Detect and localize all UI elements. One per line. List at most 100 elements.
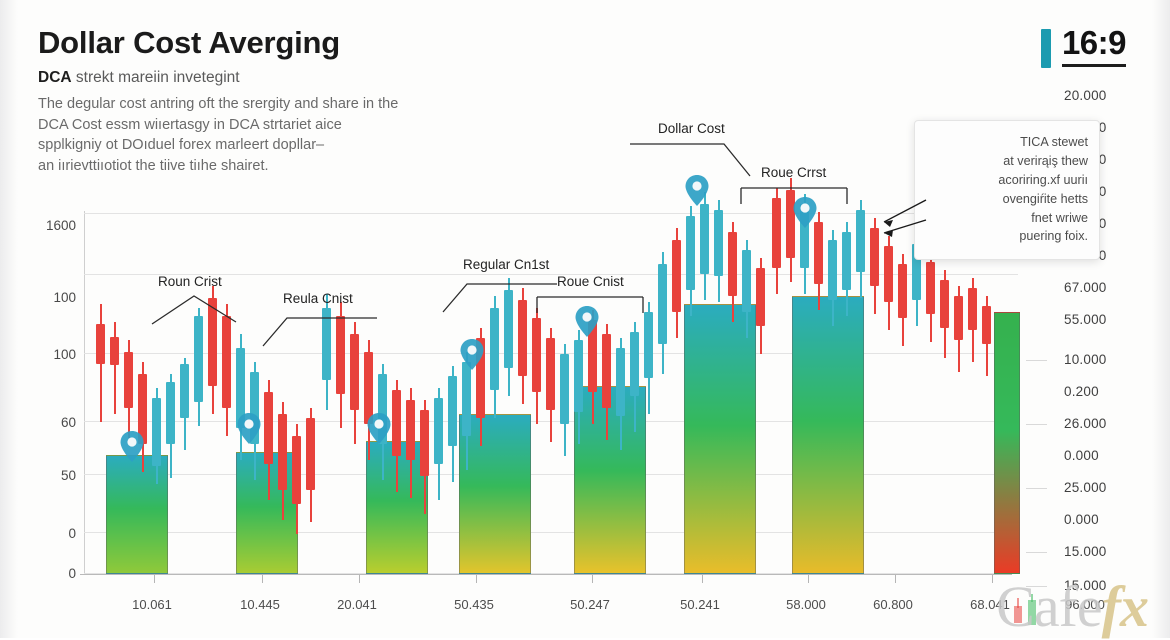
x-axis-label: 20.041 <box>337 597 377 612</box>
map-pin-icon[interactable] <box>684 174 710 207</box>
candle-body[interactable] <box>250 372 259 444</box>
plot-area <box>80 175 1020 575</box>
candle-body[interactable] <box>406 400 415 460</box>
candle-body[interactable] <box>110 337 119 365</box>
annotation-leader-line <box>151 295 237 325</box>
y-axis-right-label: 0.000 <box>1064 448 1099 463</box>
candle-body[interactable] <box>926 262 935 314</box>
annotation-label: Roun Crist <box>158 274 222 289</box>
aspect-ratio-badge: 16:9 <box>1040 26 1127 68</box>
candle-body[interactable] <box>490 308 499 390</box>
bar[interactable] <box>236 452 298 574</box>
map-pin-icon[interactable] <box>792 196 818 229</box>
watermark-text-italic: fx <box>1101 574 1149 639</box>
annotation-leader-line <box>630 143 751 177</box>
candle-body[interactable] <box>954 296 963 340</box>
candle-body[interactable] <box>982 306 991 344</box>
bar[interactable] <box>106 455 168 574</box>
candle-body[interactable] <box>602 334 611 408</box>
candle-body[interactable] <box>392 390 401 456</box>
candle-body[interactable] <box>208 298 217 386</box>
candle-body[interactable] <box>814 222 823 284</box>
bar[interactable] <box>459 414 531 574</box>
candle-body[interactable] <box>124 352 133 408</box>
candle-body[interactable] <box>138 374 147 444</box>
candle-body[interactable] <box>686 216 695 290</box>
y-axis-left-label: 50 <box>60 468 76 483</box>
candle-body[interactable] <box>714 210 723 276</box>
candle-body[interactable] <box>278 414 287 490</box>
candle-body[interactable] <box>222 316 231 408</box>
y-axis-right-tick <box>1026 424 1047 425</box>
candle-body[interactable] <box>588 320 597 392</box>
y-axis-left-label: 60 <box>60 415 76 430</box>
candle-body[interactable] <box>420 410 429 476</box>
candle-body[interactable] <box>96 324 105 364</box>
x-axis-line <box>80 574 1012 575</box>
candle-body[interactable] <box>336 316 345 394</box>
candle-body[interactable] <box>306 418 315 490</box>
map-pin-icon[interactable] <box>236 412 262 445</box>
gridline <box>84 573 1018 574</box>
candle-body[interactable] <box>152 398 161 466</box>
candle-body[interactable] <box>800 204 809 268</box>
candle-body[interactable] <box>532 318 541 392</box>
candle-body[interactable] <box>828 240 837 300</box>
x-axis-label: 50.247 <box>570 597 610 612</box>
candle-body[interactable] <box>364 352 373 424</box>
map-pin-icon[interactable] <box>119 430 145 463</box>
x-axis-label: 50.435 <box>454 597 494 612</box>
y-axis-right-label: 15.000 <box>1064 544 1107 559</box>
candle-body[interactable] <box>476 338 485 418</box>
y-axis-left-label: 0 <box>68 566 76 581</box>
candle-body[interactable] <box>898 264 907 318</box>
candle-body[interactable] <box>560 354 569 424</box>
candle-body[interactable] <box>462 362 471 436</box>
candle-body[interactable] <box>756 268 765 326</box>
bar[interactable] <box>792 296 864 574</box>
candle-body[interactable] <box>180 364 189 418</box>
candle-body[interactable] <box>884 246 893 302</box>
tooltip-line-6: puering foix. <box>1019 229 1088 244</box>
bar[interactable] <box>684 304 756 574</box>
candle-body[interactable] <box>772 198 781 268</box>
candle-body[interactable] <box>786 190 795 258</box>
description-line-3: spplkigniy ot DOıduel forex marleert dop… <box>38 137 325 154</box>
map-pin-icon[interactable] <box>574 305 600 338</box>
candle-body[interactable] <box>518 300 527 376</box>
candle-body[interactable] <box>378 374 387 444</box>
candle-body[interactable] <box>672 240 681 312</box>
candle-body[interactable] <box>350 334 359 410</box>
candle-body[interactable] <box>504 290 513 368</box>
candle-body[interactable] <box>742 250 751 312</box>
bar[interactable] <box>994 312 1020 574</box>
candle-body[interactable] <box>842 232 851 290</box>
annotation-leader-line <box>442 283 557 313</box>
candle-body[interactable] <box>448 376 457 446</box>
candle-body[interactable] <box>616 348 625 416</box>
candle-body[interactable] <box>166 382 175 444</box>
candle-body[interactable] <box>912 244 921 300</box>
candle-body[interactable] <box>644 312 653 378</box>
candle-body[interactable] <box>870 228 879 286</box>
candle-body[interactable] <box>292 436 301 504</box>
candle-body[interactable] <box>546 338 555 410</box>
candle-body[interactable] <box>630 332 639 396</box>
candle-body[interactable] <box>322 308 331 380</box>
map-pin-icon[interactable] <box>459 338 485 371</box>
candle-body[interactable] <box>856 210 865 272</box>
candle-body[interactable] <box>940 280 949 328</box>
candle-body[interactable] <box>236 348 245 428</box>
candle-body[interactable] <box>658 264 667 344</box>
candle-body[interactable] <box>728 232 737 296</box>
candle-body[interactable] <box>700 204 709 274</box>
candle-body[interactable] <box>434 398 443 464</box>
bar[interactable] <box>574 386 646 574</box>
candle-body[interactable] <box>574 340 583 412</box>
y-axis-left-label: 0 <box>68 526 76 541</box>
candle-body[interactable] <box>264 392 273 464</box>
map-pin-icon[interactable] <box>366 412 392 445</box>
tooltip-line-1: TICA stewet <box>1020 135 1088 149</box>
candle-body[interactable] <box>194 316 203 402</box>
candle-body[interactable] <box>968 288 977 330</box>
